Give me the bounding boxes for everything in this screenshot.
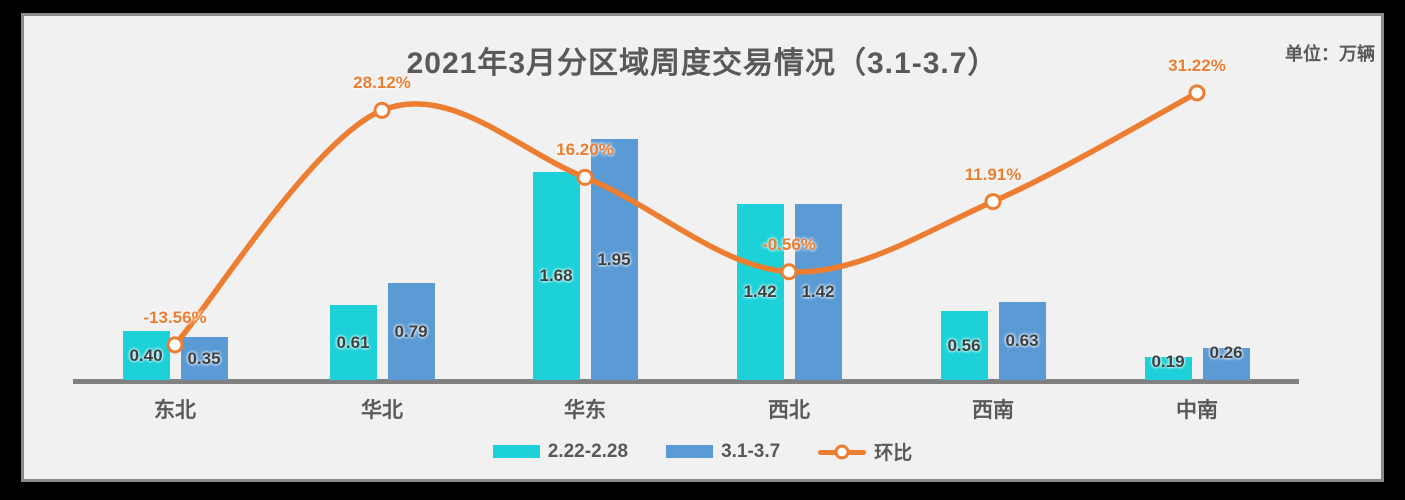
legend-label-line: 环比 (874, 443, 913, 464)
bar-week2-东北-value-label: 0.35 (187, 348, 221, 368)
bar-week2-华北 (387, 282, 435, 381)
bar-week1-东北-value-label: 0.40 (129, 345, 163, 365)
line-marker-华北 (373, 101, 391, 119)
legend-label-series1: 2.22-2.28 (547, 440, 629, 462)
legend-item-series1: 2.22-2.28 (492, 440, 629, 463)
line-marker-华东 (576, 168, 594, 186)
bar-week2-东北 (180, 337, 228, 381)
legend-swatch-series2 (666, 445, 714, 458)
category-label-华东: 华东 (564, 399, 606, 422)
legend-line-marker-icon (818, 443, 867, 461)
bar-week1-华北-value-label: 0.61 (336, 332, 370, 352)
pct-label-华北: 28.12% (353, 73, 411, 93)
ring-ratio-line-path (172, 90, 1200, 348)
line-marker-西北 (780, 263, 798, 281)
legend-item-series2: 3.1-3.7 (666, 441, 780, 463)
pct-label-东北: -13.56% (143, 307, 207, 327)
category-label-东北: 东北 (154, 399, 196, 422)
bar-week2-中南 (1202, 348, 1250, 381)
line-marker-西南 (984, 193, 1002, 211)
pct-label-西北: -0.56% (762, 234, 816, 254)
bar-week2-华东-value-label: 1.95 (597, 249, 631, 269)
bar-week2-华东 (590, 138, 638, 381)
bar-week2-中南-value-label: 0.26 (1209, 343, 1243, 363)
bar-week1-西北 (736, 204, 784, 381)
line-marker-中南 (1188, 84, 1206, 102)
category-label-华北: 华北 (361, 399, 403, 422)
pct-label-华东: 16.20% (556, 140, 614, 160)
legend-item-line: 环比 (818, 438, 912, 465)
category-label-西南: 西南 (972, 399, 1014, 422)
bar-week1-西南 (940, 311, 988, 381)
bar-week1-中南 (1144, 356, 1192, 381)
x-axis-line (73, 379, 1299, 384)
legend: 2.22-2.28 3.1-3.7 环比 (21, 438, 1384, 465)
bar-week1-西南-value-label: 0.56 (947, 335, 981, 355)
pct-label-西南: 11.91% (964, 164, 1022, 184)
bar-week1-西北-value-label: 1.42 (743, 282, 777, 302)
bar-week1-华东 (532, 172, 580, 381)
bar-week1-华北 (329, 304, 377, 381)
line-marker-东北 (166, 336, 184, 354)
bar-week1-东北 (122, 330, 170, 381)
category-label-西北: 西北 (768, 399, 810, 422)
legend-swatch-series1 (492, 445, 540, 458)
bar-week1-中南-value-label: 0.19 (1151, 351, 1185, 371)
bar-week1-华东-value-label: 1.68 (539, 266, 573, 286)
bar-week2-西南-value-label: 0.63 (1005, 331, 1039, 351)
bar-week2-华北-value-label: 0.79 (394, 321, 428, 341)
pct-label-中南: 31.22% (1168, 55, 1226, 75)
bar-week2-西北 (794, 204, 842, 381)
category-label-中南: 中南 (1176, 399, 1218, 422)
chart-title: 2021年3月分区域周度交易情况（3.1-3.7） (406, 47, 999, 80)
unit-label: 单位：万辆 (1285, 44, 1375, 64)
bar-week2-西南 (998, 302, 1046, 381)
bar-week2-西北-value-label: 1.42 (801, 282, 835, 302)
legend-label-series2: 3.1-3.7 (721, 440, 781, 462)
